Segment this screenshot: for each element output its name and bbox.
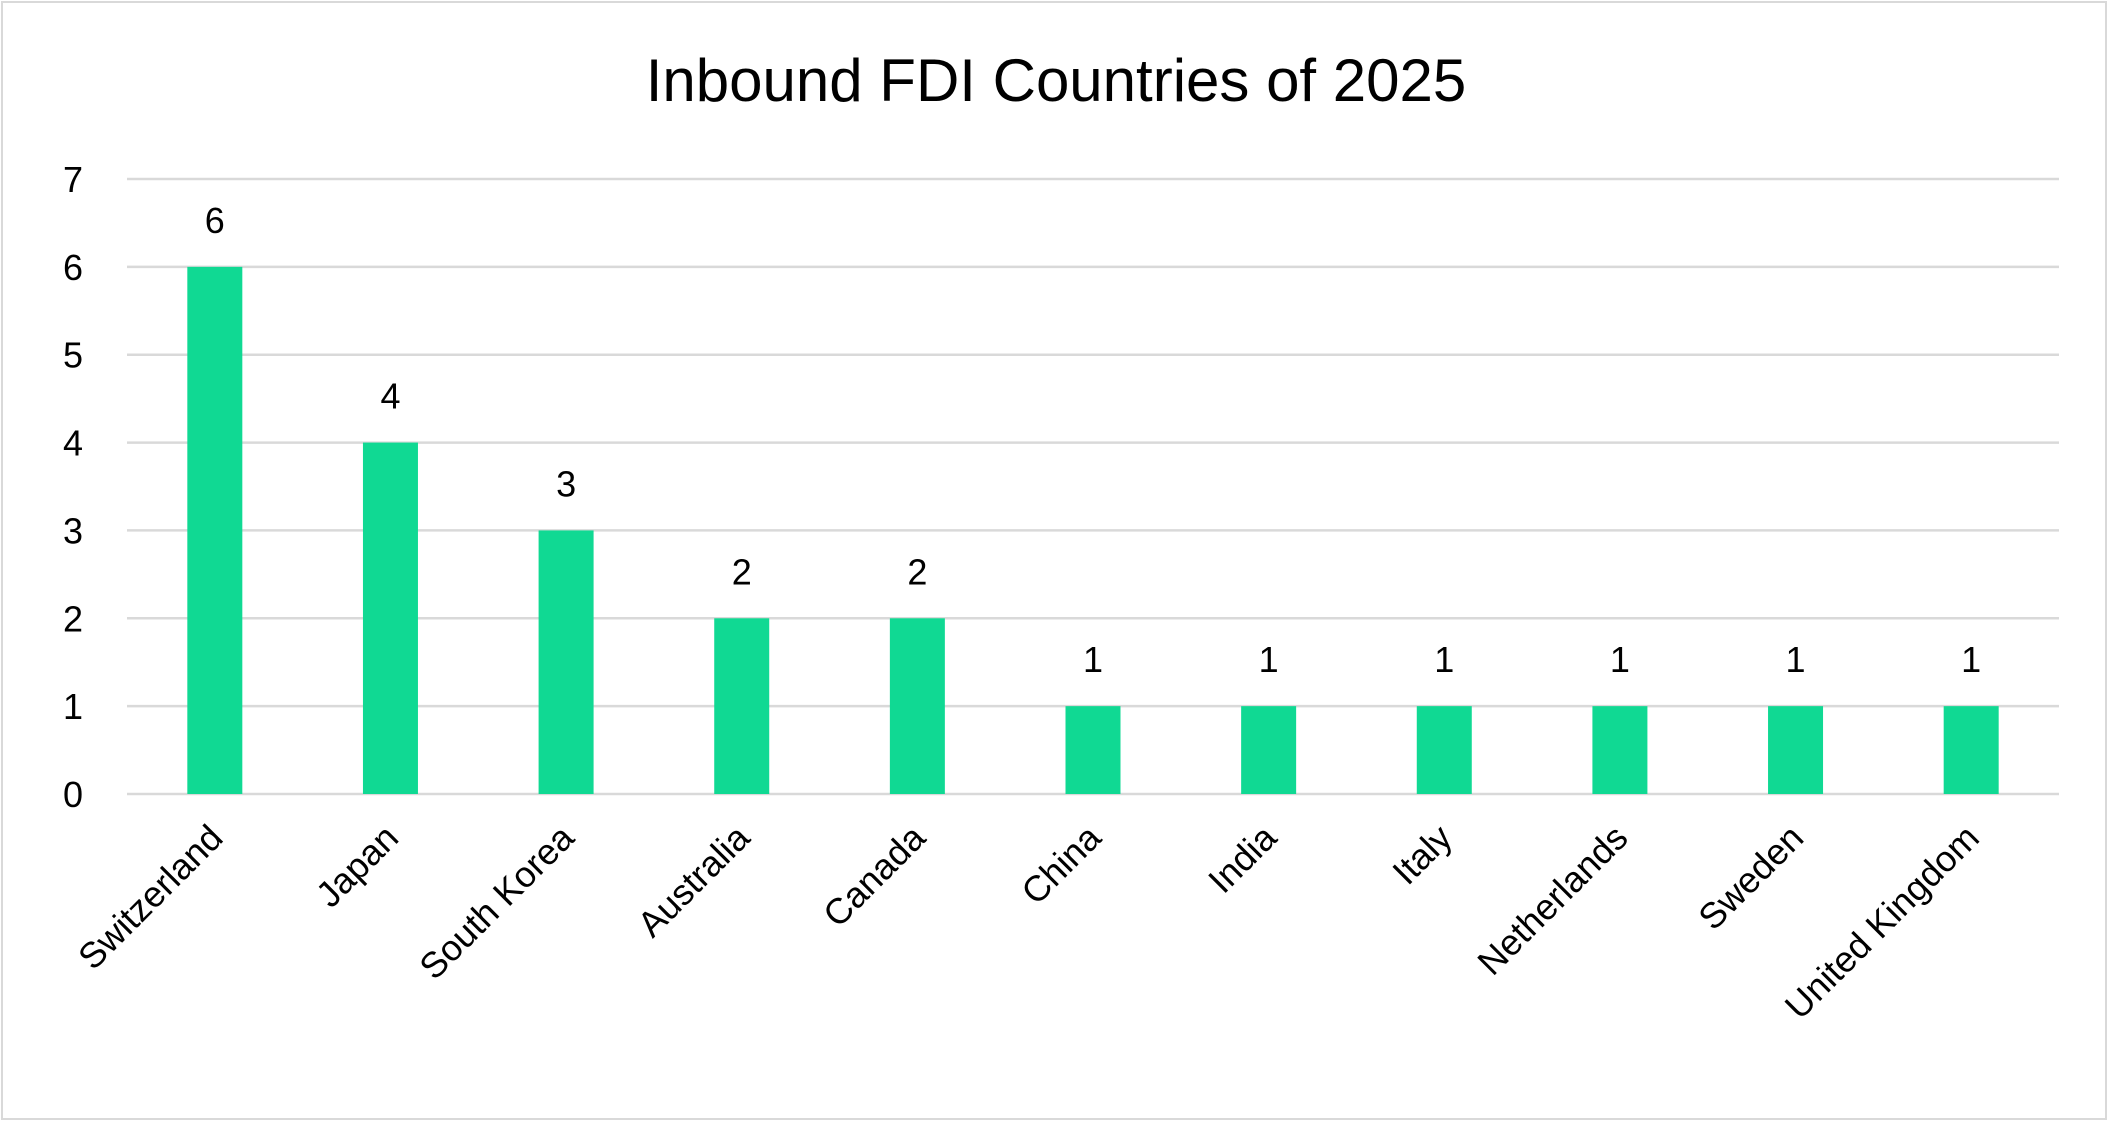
y-tick-label: 1: [63, 686, 83, 727]
x-tick-label: Sweden: [1690, 817, 1811, 938]
x-tick-label: Japan: [308, 817, 406, 915]
x-tick-label: Netherlands: [1469, 817, 1635, 983]
y-tick-label: 6: [63, 247, 83, 288]
x-tick-label: China: [1013, 816, 1109, 912]
y-tick-label: 2: [63, 598, 83, 639]
bar-australia: [714, 618, 770, 794]
data-label: 1: [1961, 639, 1981, 680]
chart-plot: 0 1 2 3 4 5 6 7 Switzerland Japan South Korea Aust…: [63, 159, 2059, 1027]
bar-sweden: [1768, 706, 1824, 794]
data-label: 1: [1610, 639, 1630, 680]
bar-netherlands: [1592, 706, 1648, 794]
y-tick-label: 7: [63, 159, 83, 200]
x-tick-label: India: [1200, 816, 1285, 901]
x-tick-label: South Korea: [411, 816, 582, 987]
y-axis-ticks: 0 1 2 3 4 5 6 7: [63, 159, 83, 815]
bar-italy: [1416, 706, 1472, 794]
x-tick-label: Switzerland: [70, 817, 231, 978]
bar-switzerland: [187, 266, 243, 794]
bar-canada: [889, 618, 945, 794]
y-tick-label: 0: [63, 774, 83, 815]
data-label: 3: [556, 463, 576, 504]
data-labels: 6 4 3 2 2 1 1 1 1 1 1: [205, 200, 1981, 680]
x-tick-label: Australia: [629, 816, 758, 945]
bar-united-kingdom: [1943, 706, 1999, 794]
data-label: 4: [380, 376, 400, 417]
bar-china: [1065, 706, 1121, 794]
x-tick-label: Italy: [1384, 817, 1460, 893]
data-label: 1: [1434, 639, 1454, 680]
y-tick-label: 3: [63, 510, 83, 551]
bars: [187, 266, 1999, 794]
data-label: 1: [1259, 639, 1279, 680]
data-label: 1: [1083, 639, 1103, 680]
bar-south-korea: [538, 530, 594, 794]
data-label: 2: [907, 551, 927, 592]
x-axis-ticks: Switzerland Japan South Korea Australia Cana…: [70, 816, 1987, 1027]
y-tick-label: 4: [63, 423, 83, 464]
chart-title: Inbound FDI Countries of 2025: [645, 47, 1467, 114]
data-label: 6: [205, 200, 225, 241]
y-tick-label: 5: [63, 335, 83, 376]
data-label: 1: [1786, 639, 1806, 680]
x-tick-label: Canada: [815, 816, 934, 935]
bar-japan: [362, 442, 418, 794]
bar-india: [1241, 706, 1297, 794]
data-label: 2: [732, 551, 752, 592]
